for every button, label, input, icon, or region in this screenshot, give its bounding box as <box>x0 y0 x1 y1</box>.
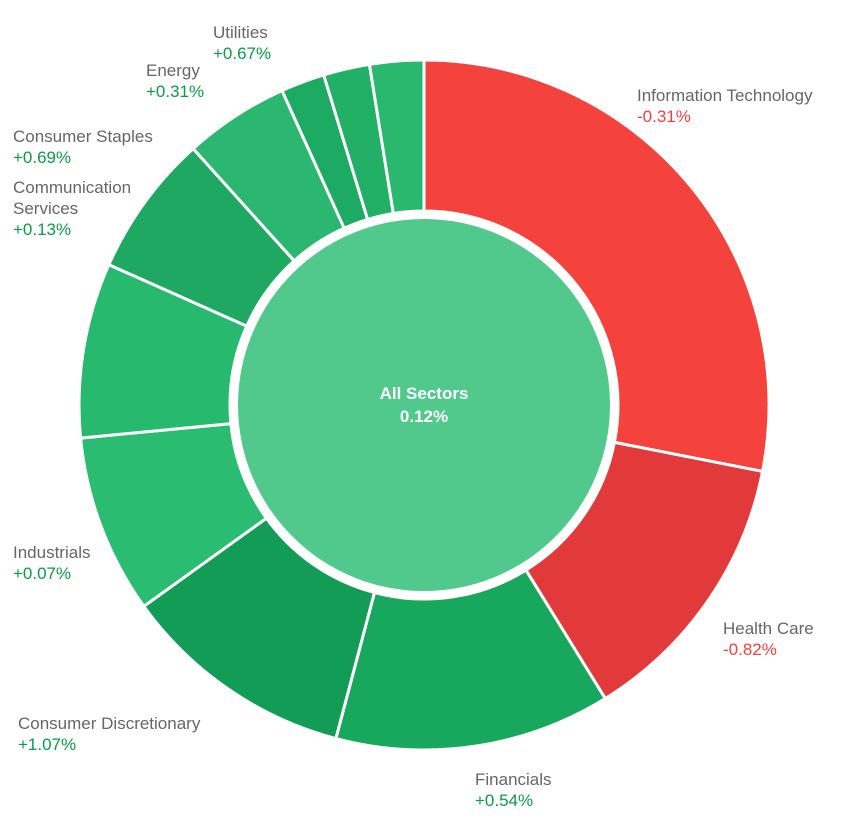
sector-label-consumer-staples: Consumer Staples +0.69% <box>13 126 183 168</box>
sector-name: Information Technology <box>637 86 813 105</box>
sector-change-value: +0.31% <box>146 82 205 101</box>
sector-name: Health Care <box>723 619 814 638</box>
sector-change-value: -0.82% <box>723 640 777 659</box>
sector-label-financials: Financials +0.54% <box>475 769 615 811</box>
center-label: All Sectors 0.12% <box>314 382 534 428</box>
sector-label-utilities: Utilities +0.67% <box>213 22 323 64</box>
sector-segment-information-technology[interactable] <box>422 58 771 473</box>
sector-segment-health-care[interactable] <box>524 440 765 701</box>
sector-change-value: -0.31% <box>637 107 691 126</box>
sector-name: Consumer Staples <box>13 127 153 146</box>
all-sectors-center-circle[interactable] <box>234 215 614 595</box>
sector-name: Consumer Discretionary <box>18 714 201 733</box>
sector-name: Industrials <box>13 543 91 562</box>
sector-segment-unlabeled-10[interactable] <box>367 58 426 215</box>
center-label-name: All Sectors <box>379 384 469 403</box>
sector-label-consumer-discretionary: Consumer Discretionary +1.07% <box>18 713 238 755</box>
sector-name: Financials <box>475 770 552 789</box>
sector-change-value: +0.07% <box>13 564 72 583</box>
sector-label-communication-services: Communication Services +0.13% <box>13 177 163 240</box>
sector-change-value: +0.54% <box>475 791 534 810</box>
sector-name: Utilities <box>213 23 268 42</box>
sector-change-value: +0.13% <box>13 220 72 239</box>
sector-name: Communication Services <box>13 178 132 218</box>
sector-label-industrials: Industrials +0.07% <box>13 542 153 584</box>
sector-segment-financials[interactable] <box>334 568 607 752</box>
sector-name: Energy <box>146 61 200 80</box>
sector-change-value: +0.67% <box>213 44 272 63</box>
sector-label-energy: Energy +0.31% <box>146 60 256 102</box>
sector-label-health-care: Health Care -0.82% <box>723 618 843 660</box>
sector-change-value: +0.69% <box>13 148 72 167</box>
center-label-value: 0.12% <box>399 407 449 426</box>
sector-change-value: +1.07% <box>18 735 77 754</box>
sector-label-information-technology: Information Technology -0.31% <box>637 85 847 127</box>
